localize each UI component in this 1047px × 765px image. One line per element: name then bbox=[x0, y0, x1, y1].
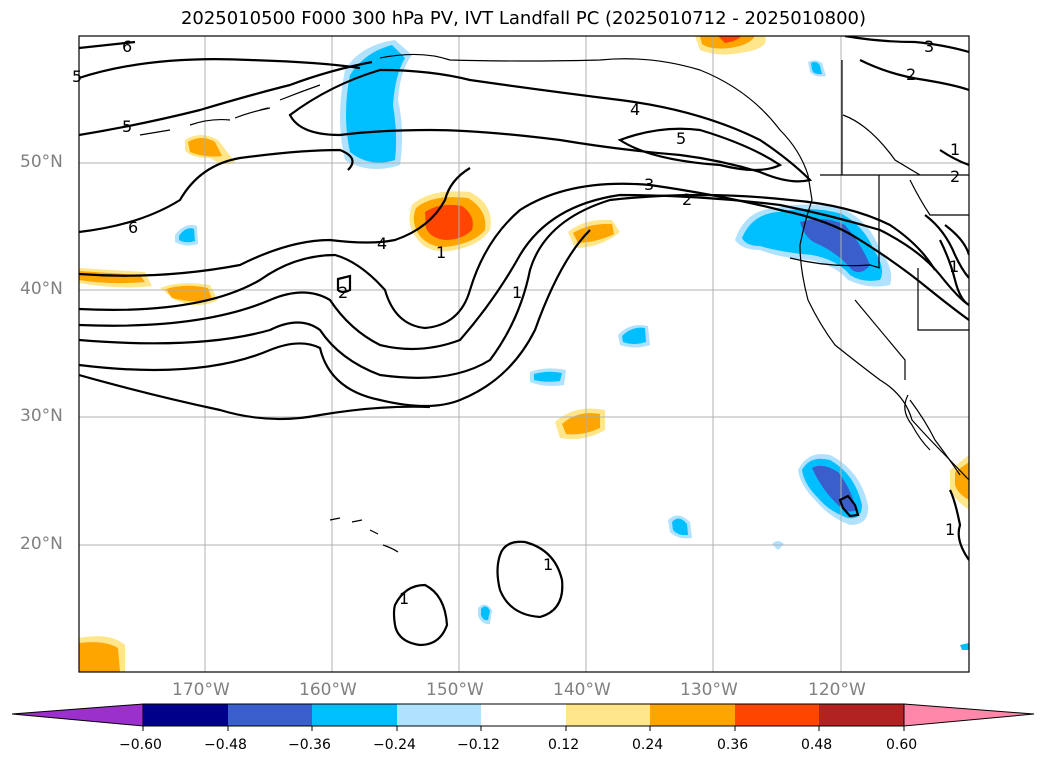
colorbar-tick-label: 0.60 bbox=[886, 737, 918, 753]
contour-label-group: 6 5 6 5 4 2 4 3 2 5 3 2 1 1 1 1 1 1 2 1 bbox=[72, 37, 960, 608]
contour-label: 6 bbox=[122, 37, 132, 56]
lon-label: 170°W bbox=[172, 680, 230, 700]
colorbar-under-arrow bbox=[11, 703, 144, 727]
contour-label: 2 bbox=[950, 167, 960, 186]
colorbar-over-arrow bbox=[903, 703, 1035, 727]
lat-label: 20°N bbox=[20, 534, 63, 554]
lon-label: 150°W bbox=[426, 680, 484, 700]
contour-label: 1 bbox=[399, 589, 409, 608]
colorbar-tick-label: −0.24 bbox=[373, 737, 416, 753]
contour-2 bbox=[79, 193, 969, 351]
colorbar-tick-label: 0.36 bbox=[717, 737, 749, 753]
lon-label: 120°W bbox=[808, 680, 866, 700]
lat-label: 40°N bbox=[20, 279, 63, 299]
colorbar-tick-label: 0.24 bbox=[632, 737, 664, 753]
colorbar-tick-label: −0.36 bbox=[288, 737, 331, 753]
lon-label: 160°W bbox=[299, 680, 357, 700]
colorbar-tick-label: −0.12 bbox=[457, 737, 500, 753]
contour-label: 1 bbox=[945, 520, 955, 539]
lat-label: 30°N bbox=[20, 406, 63, 426]
coastlines bbox=[139, 53, 969, 553]
contour-5 bbox=[79, 60, 373, 137]
colorbar-tick-label: −0.48 bbox=[204, 737, 247, 753]
contour-6 bbox=[79, 148, 354, 234]
contour-label: 1 bbox=[512, 283, 522, 302]
contour-label: 3 bbox=[644, 175, 654, 194]
contour-6-north bbox=[79, 58, 361, 80]
colorbar-tick-label: −0.60 bbox=[119, 737, 162, 753]
contour-label: 4 bbox=[630, 100, 640, 119]
contour-label: 2 bbox=[338, 283, 348, 302]
contour-label: 2 bbox=[906, 65, 916, 84]
lon-label: 130°W bbox=[680, 680, 738, 700]
contour-label: 5 bbox=[676, 129, 686, 148]
contour-5-east bbox=[617, 127, 783, 172]
contour-label: 1 bbox=[436, 243, 446, 262]
contour-label: 4 bbox=[377, 234, 387, 253]
contour-label: 3 bbox=[924, 37, 934, 56]
colorbar bbox=[11, 703, 1035, 731]
contour-label: 2 bbox=[682, 190, 692, 209]
graticule bbox=[79, 36, 969, 672]
contour-label: 1 bbox=[949, 257, 959, 276]
contour-4 bbox=[79, 167, 471, 277]
contour-4-east bbox=[288, 68, 813, 183]
colorbar-tick-label: 0.12 bbox=[548, 737, 580, 753]
map-frame bbox=[78, 35, 970, 673]
lon-label: 140°W bbox=[553, 680, 611, 700]
pv-contours bbox=[79, 36, 969, 647]
contour-label: 1 bbox=[543, 555, 553, 574]
contour-1 bbox=[79, 193, 936, 379]
contour-3 bbox=[79, 182, 969, 330]
lat-label: 50°N bbox=[20, 152, 63, 172]
map-title: 2025010500 F000 300 hPa PV, IVT Landfall… bbox=[180, 8, 867, 29]
colorbar-tick-label: 0.48 bbox=[801, 737, 833, 753]
contour-label: 5 bbox=[122, 117, 132, 136]
contour-label: 6 bbox=[128, 218, 138, 237]
contour-label: 5 bbox=[72, 67, 82, 86]
contour-label: 1 bbox=[950, 140, 960, 159]
ivt-shading bbox=[79, 36, 969, 672]
